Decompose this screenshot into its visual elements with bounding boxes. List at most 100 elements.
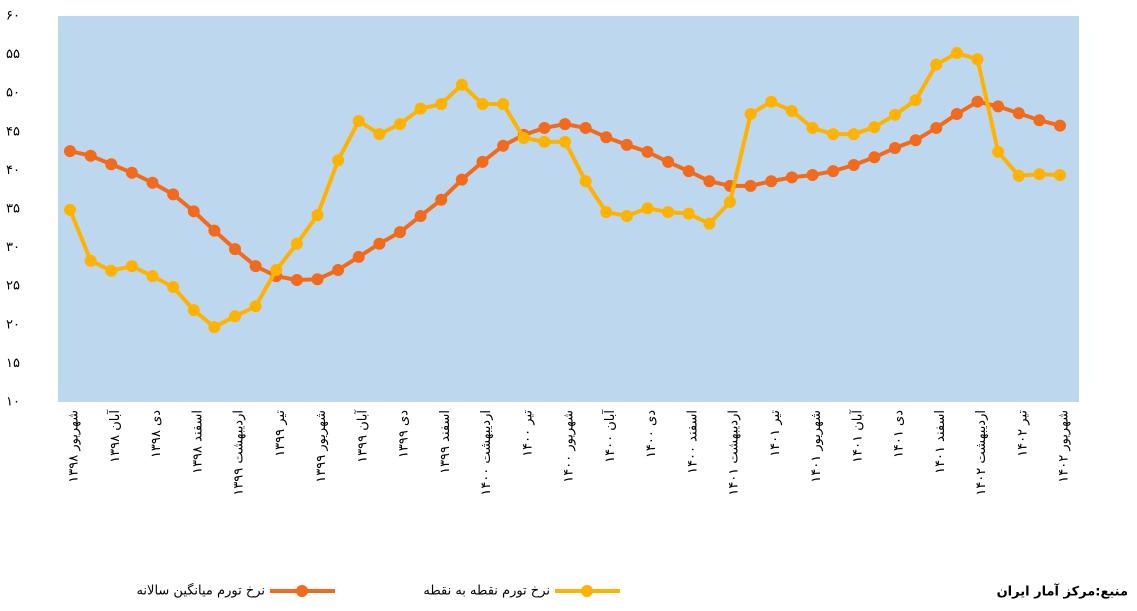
data-point [229, 243, 241, 256]
data-point [270, 263, 283, 276]
x-tick-label: تیر ۱۳۹۹ [273, 410, 288, 457]
data-point [435, 193, 448, 206]
data-point [249, 260, 262, 273]
data-point [992, 100, 1005, 113]
data-point [868, 121, 881, 134]
data-point [579, 121, 592, 134]
data-point [744, 179, 757, 192]
x-tick-label: اردیبهشت ۱۳۹۹ [232, 410, 247, 496]
data-point [455, 173, 468, 186]
x-tick-label: تیر ۱۴۰۰ [520, 410, 535, 457]
data-point [930, 121, 943, 134]
data-point [187, 205, 200, 218]
data-point [105, 158, 118, 171]
x-tick-label: اردیبهشت ۱۴۰۱ [727, 410, 742, 496]
x-tick-label: اسفند ۱۴۰۱ [933, 410, 948, 474]
data-point [435, 98, 448, 111]
data-point [806, 169, 819, 182]
data-point [311, 273, 324, 286]
data-point [600, 206, 613, 219]
data-point [1012, 169, 1025, 182]
data-point [517, 131, 530, 144]
x-tick-label: اسفند ۱۳۹۹ [438, 410, 453, 474]
y-tick-label: ۵۵ [6, 47, 20, 62]
data-point [1033, 114, 1046, 127]
y-tick-label: ۱۰ [6, 395, 20, 410]
x-tick-label: دی ۱۳۹۹ [397, 410, 412, 458]
data-point [765, 95, 778, 108]
data-point [64, 145, 76, 158]
data-point [620, 138, 633, 151]
data-point [950, 108, 963, 121]
data-point [167, 188, 180, 201]
data-point [208, 321, 221, 334]
data-point [332, 154, 345, 167]
x-tick-label: اردیبهشت ۱۴۰۲ [974, 410, 989, 496]
data-point [146, 176, 159, 189]
data-point [847, 128, 860, 141]
data-point [332, 263, 345, 276]
data-point [971, 53, 984, 66]
data-point [125, 166, 138, 179]
legend-label: نرخ تورم میانگین سالانه [136, 583, 265, 599]
data-point [290, 274, 303, 287]
data-point [84, 149, 97, 162]
data-point [682, 207, 695, 220]
data-point [620, 209, 633, 222]
x-tick-label: آبان ۱۳۹۹ [353, 409, 370, 463]
data-point [64, 203, 76, 216]
data-point [889, 108, 901, 121]
data-point [187, 304, 200, 317]
data-point [538, 135, 551, 148]
data-point [1054, 119, 1066, 132]
y-tick-label: ۳۰ [6, 240, 20, 255]
legend-marker [296, 585, 308, 597]
x-tick-label: دی ۱۴۰۰ [644, 410, 659, 458]
data-point [930, 58, 943, 71]
x-tick-label: دی ۱۳۹۸ [149, 410, 164, 458]
data-point [641, 202, 654, 215]
data-point [600, 131, 613, 144]
data-point [373, 237, 386, 250]
data-point [146, 270, 159, 283]
data-point [208, 224, 221, 237]
data-point [311, 209, 324, 222]
data-point [785, 171, 798, 184]
x-tick-label: شهریور ۱۳۹۸ [67, 410, 82, 483]
data-point [971, 95, 984, 108]
x-tick-label: شهریور ۱۴۰۱ [809, 410, 824, 483]
x-tick-label: آبان ۱۴۰۰ [601, 409, 618, 463]
y-tick-label: ۳۵ [6, 202, 20, 217]
y-tick-label: ۴۵ [6, 124, 20, 139]
data-point [847, 158, 860, 171]
y-tick-label: ۶۰ [6, 9, 20, 24]
data-point [744, 108, 757, 121]
data-point [662, 155, 675, 168]
x-tick-label: آبان ۱۴۰۱ [848, 409, 865, 463]
data-point [579, 175, 592, 188]
data-point [538, 121, 551, 134]
data-point [476, 98, 489, 111]
data-point [476, 155, 489, 168]
data-point [559, 118, 571, 131]
x-tick-label: اسفند ۱۳۹۸ [190, 410, 205, 474]
y-tick-label: ۱۵ [6, 356, 20, 371]
x-tick-label: شهریور ۱۳۹۹ [314, 410, 329, 483]
data-point [703, 175, 716, 188]
data-point [455, 78, 468, 91]
x-tick-label: اسفند ۱۴۰۰ [685, 410, 700, 474]
data-point [352, 250, 365, 263]
data-point [105, 264, 118, 277]
data-point [352, 114, 365, 127]
data-point [806, 121, 819, 134]
data-point [909, 134, 922, 147]
x-tick-label: آبان ۱۳۹۸ [106, 409, 123, 463]
data-point [785, 104, 798, 117]
data-point [827, 128, 840, 141]
data-point [703, 217, 716, 230]
data-point [373, 128, 386, 141]
data-point [84, 254, 97, 267]
x-tick-label: تیر ۱۴۰۱ [768, 410, 783, 457]
data-point [827, 165, 840, 178]
